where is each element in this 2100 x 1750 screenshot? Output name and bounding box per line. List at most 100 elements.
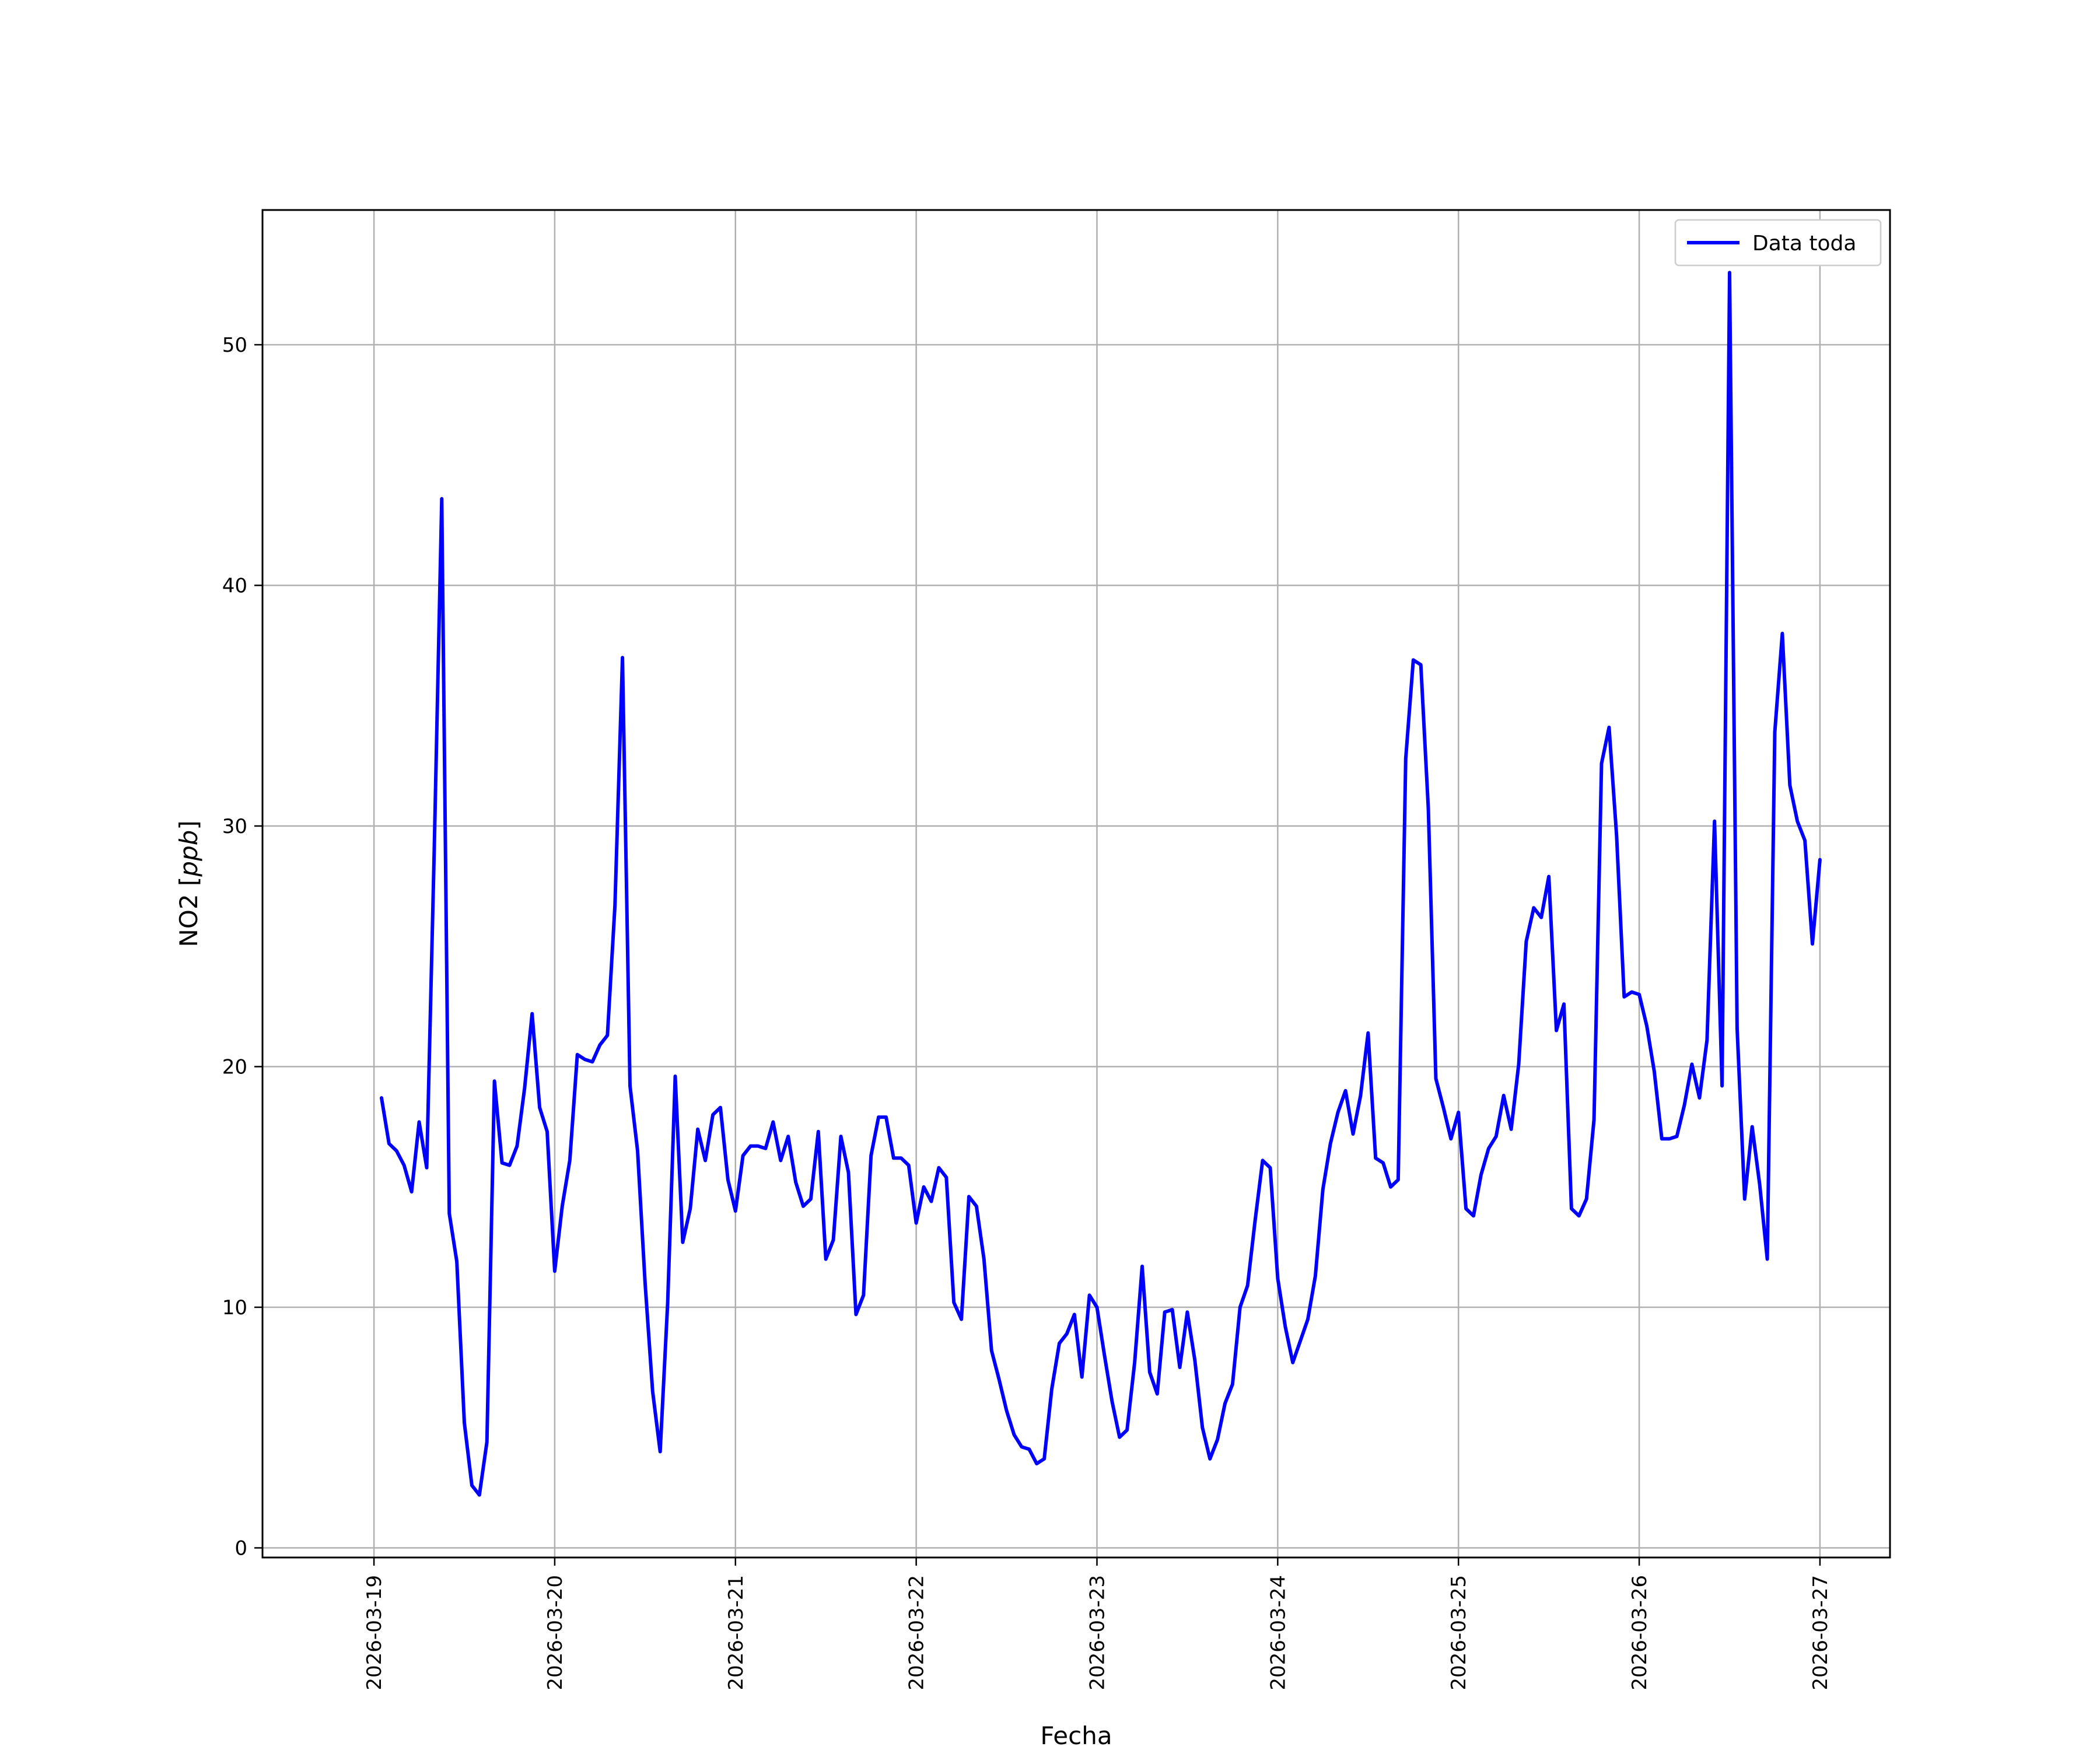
data-point — [1412, 658, 1415, 662]
data-point — [621, 656, 624, 659]
data-point — [944, 1175, 948, 1179]
data-point — [1171, 1308, 1174, 1311]
data-point — [1163, 1310, 1167, 1314]
data-point — [1811, 942, 1814, 946]
series-line-0 — [380, 271, 1822, 1497]
x-tick-label: 2026-03-21 — [724, 1575, 748, 1690]
data-point — [1042, 1457, 1046, 1461]
data-point — [1766, 1258, 1769, 1261]
data-point — [711, 1113, 715, 1116]
data-point — [508, 1164, 512, 1167]
data-point — [839, 1135, 843, 1138]
data-point — [1751, 1125, 1754, 1129]
data-point — [1088, 1293, 1091, 1297]
data-point — [1600, 762, 1604, 765]
data-point — [1306, 1318, 1310, 1321]
data-point — [1035, 1462, 1038, 1465]
data-point — [1577, 1214, 1581, 1217]
y-tick-label: 30 — [222, 815, 247, 838]
data-point — [545, 1130, 549, 1133]
data-point — [1698, 1096, 1701, 1100]
x-tick-label: 2026-03-22 — [905, 1575, 929, 1690]
data-point — [659, 1450, 662, 1454]
data-point — [395, 1149, 398, 1153]
y-tick-label: 10 — [222, 1296, 247, 1320]
data-point — [1080, 1376, 1084, 1379]
y-axis-ticks: 0 10 20 30 40 50 — [222, 334, 262, 1560]
x-tick-label: 2026-03-27 — [1809, 1575, 1832, 1690]
data-point — [1254, 1219, 1257, 1223]
data-point — [1065, 1332, 1069, 1335]
data-point — [794, 1181, 797, 1184]
data-point — [493, 1079, 496, 1083]
y-tick-label: 50 — [222, 334, 247, 357]
data-point — [1758, 1183, 1762, 1186]
data-point — [1622, 995, 1626, 999]
data-point — [1185, 1310, 1189, 1314]
data-point — [719, 1106, 722, 1110]
data-point — [1073, 1312, 1076, 1316]
data-point — [1728, 271, 1731, 274]
x-axis-label: Fecha — [1040, 1721, 1112, 1750]
data-point — [1615, 834, 1618, 838]
data-point — [1555, 1029, 1558, 1032]
data-point — [696, 1128, 699, 1131]
data-point — [643, 1282, 647, 1285]
data-point — [1298, 1339, 1302, 1343]
data-point — [741, 1154, 745, 1157]
x-tick-label: 2026-03-19 — [363, 1575, 386, 1690]
data-point — [1532, 906, 1535, 909]
data-point — [583, 1058, 587, 1061]
data-point — [862, 1293, 865, 1297]
data-point — [1517, 1062, 1521, 1066]
data-point — [1773, 730, 1777, 734]
data-point — [1321, 1188, 1325, 1191]
data-point — [1607, 726, 1611, 729]
x-tick-label: 2026-03-26 — [1628, 1575, 1651, 1690]
data-point — [1645, 1024, 1648, 1027]
y-axis-label: NO2 [ppb] — [174, 820, 203, 947]
data-point — [1156, 1392, 1159, 1396]
x-tick-label: 2026-03-23 — [1086, 1575, 1110, 1690]
data-point — [1479, 1173, 1483, 1177]
data-point — [1223, 1402, 1227, 1405]
data-point — [1705, 1038, 1709, 1042]
data-point — [1637, 993, 1641, 996]
data-point — [982, 1258, 986, 1261]
data-point — [1539, 916, 1543, 919]
data-point — [1818, 858, 1822, 862]
data-point — [1660, 1137, 1664, 1140]
data-point — [425, 1166, 429, 1170]
data-point — [749, 1144, 752, 1148]
data-point — [568, 1158, 572, 1162]
data-point — [824, 1258, 828, 1261]
data-point — [764, 1147, 767, 1150]
data-point — [1796, 820, 1799, 823]
data-point — [915, 1222, 918, 1225]
data-point — [1668, 1137, 1671, 1140]
data-point — [1803, 839, 1807, 842]
data-point — [1788, 783, 1791, 787]
data-point — [1096, 1306, 1099, 1309]
data-point — [674, 1074, 677, 1078]
data-point — [387, 1142, 391, 1146]
data-point — [952, 1301, 956, 1304]
data-point — [1592, 1118, 1596, 1121]
data-point — [1238, 1306, 1242, 1309]
data-point — [1005, 1409, 1009, 1412]
data-point — [975, 1205, 978, 1208]
data-point — [854, 1312, 858, 1316]
data-point — [1231, 1382, 1234, 1386]
data-point — [576, 1053, 579, 1056]
data-point — [1359, 1094, 1362, 1097]
data-point — [757, 1144, 760, 1148]
data-point — [666, 1301, 670, 1304]
data-point — [1261, 1158, 1265, 1162]
data-point — [440, 497, 443, 501]
data-point — [1630, 991, 1633, 994]
data-point — [922, 1185, 926, 1189]
data-point — [553, 1269, 556, 1273]
y-tick-label: 20 — [222, 1056, 247, 1079]
